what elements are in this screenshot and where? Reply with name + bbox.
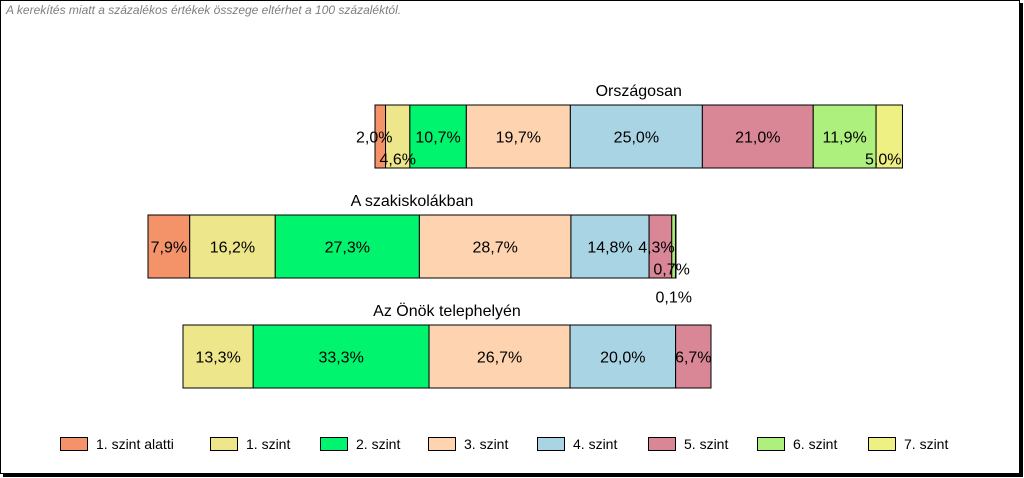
data-label: 10,7% xyxy=(415,130,460,147)
legend-label: 1. szint xyxy=(246,436,291,452)
data-label: 2,0% xyxy=(356,130,392,147)
data-label: 28,7% xyxy=(472,240,517,257)
bar-title: Az Önök telephelyén xyxy=(373,302,521,320)
legend-swatch xyxy=(537,437,565,451)
legend-item: 4. szint xyxy=(537,436,617,452)
legend-item: 6. szint xyxy=(757,436,837,452)
bar-segment xyxy=(252,324,430,389)
data-label: 21,0% xyxy=(735,130,780,147)
data-label: 33,3% xyxy=(318,350,363,367)
data-label: 7,9% xyxy=(151,240,187,257)
legend-item: 7. szint xyxy=(868,436,948,452)
legend: 1. szint alatti 1. szint 2. szint 3. szint 4… xyxy=(60,436,1010,456)
data-label: 16,2% xyxy=(210,240,255,257)
legend-label: 1. szint alatti xyxy=(96,436,174,452)
bar-segment xyxy=(569,324,677,389)
legend-item: 2. szint xyxy=(320,436,400,452)
bar-segment xyxy=(812,104,877,169)
bar-segment xyxy=(569,104,703,169)
data-label: 25,0% xyxy=(614,130,659,147)
legend-swatch xyxy=(428,437,456,451)
bar-segment xyxy=(182,324,254,389)
bar-segment xyxy=(674,214,677,279)
bar-segment xyxy=(701,104,814,169)
legend-swatch xyxy=(60,437,88,451)
data-label: 11,9% xyxy=(823,130,867,147)
legend-swatch xyxy=(757,437,785,451)
legend-item: 1. szint xyxy=(210,436,290,452)
legend-item: 3. szint xyxy=(428,436,508,452)
bar-segment xyxy=(418,214,572,279)
legend-label: 5. szint xyxy=(684,436,729,452)
data-label: 19,7% xyxy=(496,130,541,147)
legend-swatch xyxy=(868,437,896,451)
bar-segment xyxy=(465,104,571,169)
bar-segment xyxy=(274,214,420,279)
data-label: 4,6% xyxy=(379,152,415,169)
bar-segment xyxy=(570,214,650,279)
legend-item: 5. szint xyxy=(648,436,728,452)
legend-label: 4. szint xyxy=(573,436,618,452)
data-label: 14,8% xyxy=(587,240,632,257)
bar-segment xyxy=(675,324,712,389)
bar-title: Országosan xyxy=(596,83,682,100)
data-label: 6,7% xyxy=(675,350,711,367)
bar-segment xyxy=(875,104,903,169)
bar-segment xyxy=(409,104,467,169)
bar-segment xyxy=(147,214,191,279)
bar-title: A szakiskolákban xyxy=(351,193,474,210)
bar-segment xyxy=(428,324,571,389)
legend-swatch xyxy=(320,437,348,451)
data-label: 0,7% xyxy=(653,262,689,279)
legend-label: 3. szint xyxy=(464,436,509,452)
legend-swatch xyxy=(210,437,238,451)
data-label: 26,7% xyxy=(477,350,522,367)
legend-label: 7. szint xyxy=(904,436,949,452)
legend-label: 2. szint xyxy=(356,436,401,452)
legend-label: 6. szint xyxy=(793,436,838,452)
data-label: 20,0% xyxy=(600,350,645,367)
legend-item: 1. szint alatti xyxy=(60,436,174,452)
data-label: 4,3% xyxy=(638,240,674,257)
legend-swatch xyxy=(648,437,676,451)
data-label: 5,0% xyxy=(865,152,901,169)
data-label: 13,3% xyxy=(195,350,240,367)
rounding-note: A kerekítés miatt a százalékos értékek ö… xyxy=(6,3,402,17)
data-label: 0,1% xyxy=(656,290,692,307)
data-label: 27,3% xyxy=(325,240,370,257)
